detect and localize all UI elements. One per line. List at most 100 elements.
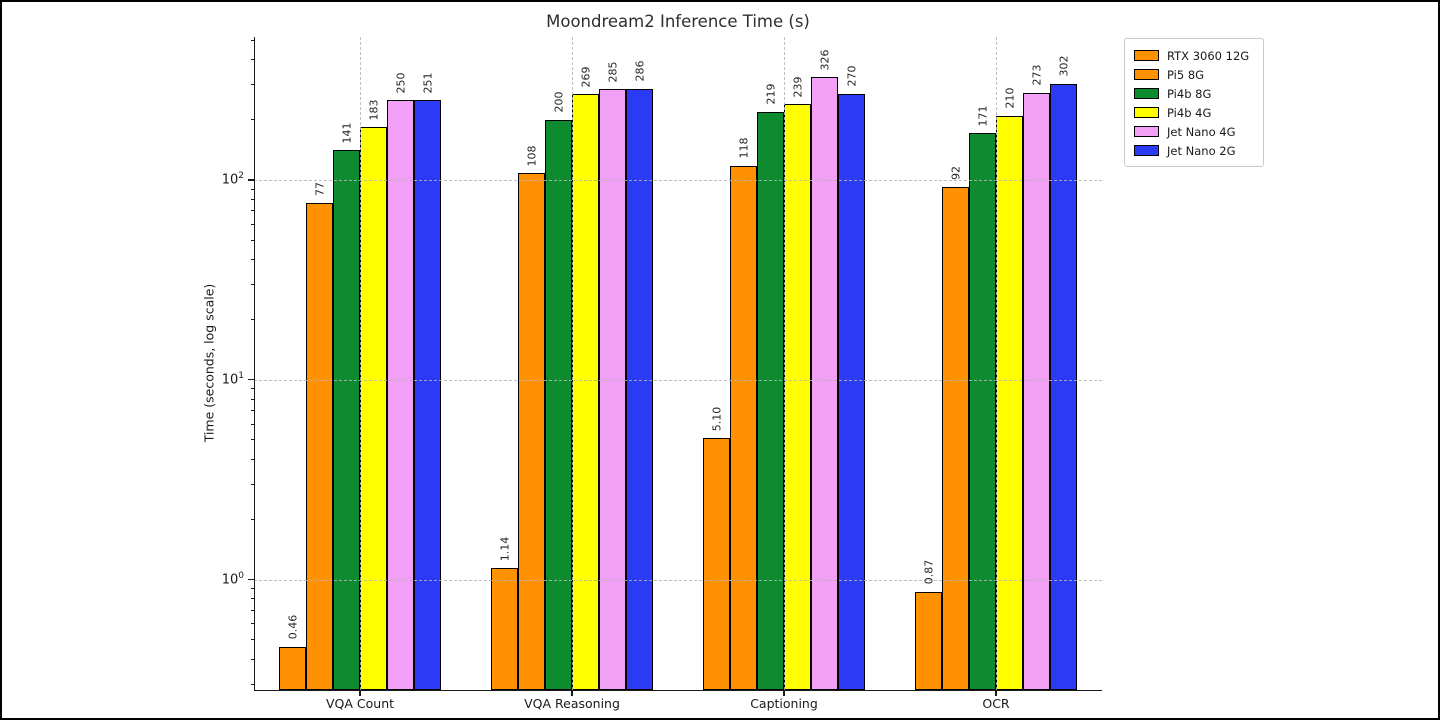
bar-value-label: 171 bbox=[976, 105, 989, 127]
bar bbox=[942, 187, 969, 690]
bar bbox=[626, 88, 653, 690]
x-tick-label: Captioning bbox=[750, 696, 818, 711]
y-minor-tick bbox=[250, 588, 254, 590]
y-minor-tick bbox=[250, 198, 254, 200]
legend-label: Pi5 8G bbox=[1167, 67, 1205, 82]
y-minor-tick bbox=[250, 683, 254, 685]
bar bbox=[572, 94, 599, 690]
plot-area bbox=[248, 37, 1102, 696]
legend-label: Jet Nano 4G bbox=[1167, 124, 1236, 139]
y-minor-tick bbox=[250, 518, 254, 520]
bar bbox=[387, 100, 414, 690]
bar-value-label: 250 bbox=[394, 72, 407, 94]
bar-value-label: 302 bbox=[1057, 55, 1070, 77]
y-minor-tick bbox=[250, 319, 254, 321]
y-minor-tick bbox=[250, 410, 254, 412]
bar bbox=[518, 173, 545, 690]
gridline-h bbox=[254, 579, 1102, 581]
bar-value-label: 326 bbox=[818, 49, 831, 71]
legend-swatch bbox=[1134, 145, 1159, 156]
legend: RTX 3060 12G Pi5 8G Pi4b 8G Pi4b 4G Jet Nano… bbox=[1124, 38, 1264, 167]
chart-title: Moondream2 Inference Time (s) bbox=[546, 12, 810, 31]
bar-value-label: 0.87 bbox=[922, 559, 935, 585]
bar bbox=[1023, 92, 1050, 690]
y-minor-tick bbox=[250, 239, 254, 241]
y-minor-tick bbox=[250, 283, 254, 285]
bar bbox=[703, 438, 730, 690]
gridline-v bbox=[360, 37, 361, 690]
y-minor-tick bbox=[250, 84, 254, 86]
y-minor-tick bbox=[250, 398, 254, 400]
x-tick bbox=[359, 691, 361, 696]
y-tick-label: 102 bbox=[221, 170, 244, 188]
gridline-v bbox=[572, 37, 573, 690]
bar bbox=[545, 119, 572, 690]
bar-value-label: 285 bbox=[606, 61, 619, 83]
y-minor-tick bbox=[250, 119, 254, 121]
y-minor-tick bbox=[250, 639, 254, 641]
bar bbox=[969, 133, 996, 690]
bar-value-label: 118 bbox=[737, 137, 750, 159]
bar bbox=[811, 77, 838, 690]
legend-label: Pi4b 8G bbox=[1167, 86, 1212, 101]
bar bbox=[360, 127, 387, 690]
y-minor-tick bbox=[250, 483, 254, 485]
gridline-v bbox=[784, 37, 785, 690]
x-tick-label: OCR bbox=[982, 696, 1010, 711]
bar bbox=[996, 115, 1023, 690]
legend-item: Jet Nano 2G bbox=[1134, 141, 1254, 160]
x-tick bbox=[995, 691, 997, 696]
bar-value-label: 270 bbox=[845, 65, 858, 87]
bar-value-label: 273 bbox=[1030, 64, 1043, 86]
bar-value-label: 200 bbox=[552, 91, 565, 113]
y-tick-label: 101 bbox=[221, 370, 244, 388]
y-major-tick bbox=[248, 578, 254, 581]
bar bbox=[414, 100, 441, 690]
bar-value-label: 108 bbox=[525, 145, 538, 167]
y-minor-tick bbox=[250, 658, 254, 660]
bar-value-label: 183 bbox=[367, 99, 380, 121]
bar-value-label: 5.10 bbox=[710, 406, 723, 431]
legend-item: Pi5 8G bbox=[1134, 65, 1254, 84]
bar-value-label: 219 bbox=[764, 83, 777, 105]
legend-item: Pi4b 4G bbox=[1134, 103, 1254, 122]
y-minor-tick bbox=[250, 258, 254, 260]
bar bbox=[599, 89, 626, 690]
legend-item: Pi4b 8G bbox=[1134, 84, 1254, 103]
bar-value-label: 251 bbox=[421, 72, 434, 94]
legend-swatch bbox=[1134, 50, 1159, 61]
legend-swatch bbox=[1134, 126, 1159, 137]
bar-value-label: 210 bbox=[1003, 87, 1016, 109]
bar bbox=[784, 104, 811, 690]
y-minor-tick bbox=[250, 59, 254, 61]
bar-value-label: 92 bbox=[949, 166, 962, 181]
y-minor-tick bbox=[250, 188, 254, 190]
bar-value-label: 1.14 bbox=[498, 536, 511, 561]
bar bbox=[491, 568, 518, 690]
gridline-h bbox=[254, 379, 1102, 381]
bar-value-label: 77 bbox=[313, 181, 326, 196]
y-axis-label: Time (seconds, log scale) bbox=[201, 283, 217, 443]
bar-value-label: 286 bbox=[633, 60, 646, 82]
x-tick bbox=[571, 691, 573, 696]
bar bbox=[333, 150, 360, 690]
y-tick-label: 100 bbox=[221, 570, 244, 587]
bar-value-label: 141 bbox=[340, 122, 353, 144]
bar bbox=[730, 165, 757, 690]
y-axis-spine bbox=[254, 37, 256, 690]
bar bbox=[915, 591, 942, 690]
y-major-tick bbox=[248, 379, 254, 381]
bar bbox=[757, 111, 784, 690]
y-minor-tick bbox=[250, 210, 254, 212]
x-tick-label: VQA Count bbox=[325, 696, 395, 711]
y-minor-tick bbox=[250, 623, 254, 625]
legend-label: Jet Nano 2G bbox=[1167, 143, 1236, 158]
legend-item: Jet Nano 4G bbox=[1134, 122, 1254, 141]
bar-value-label: 0.46 bbox=[286, 615, 299, 640]
y-minor-tick bbox=[250, 223, 254, 225]
y-major-tick bbox=[248, 179, 254, 181]
x-axis-spine bbox=[254, 689, 1102, 691]
y-minor-tick bbox=[250, 439, 254, 441]
x-tick-label: VQA Reasoning bbox=[524, 696, 620, 711]
